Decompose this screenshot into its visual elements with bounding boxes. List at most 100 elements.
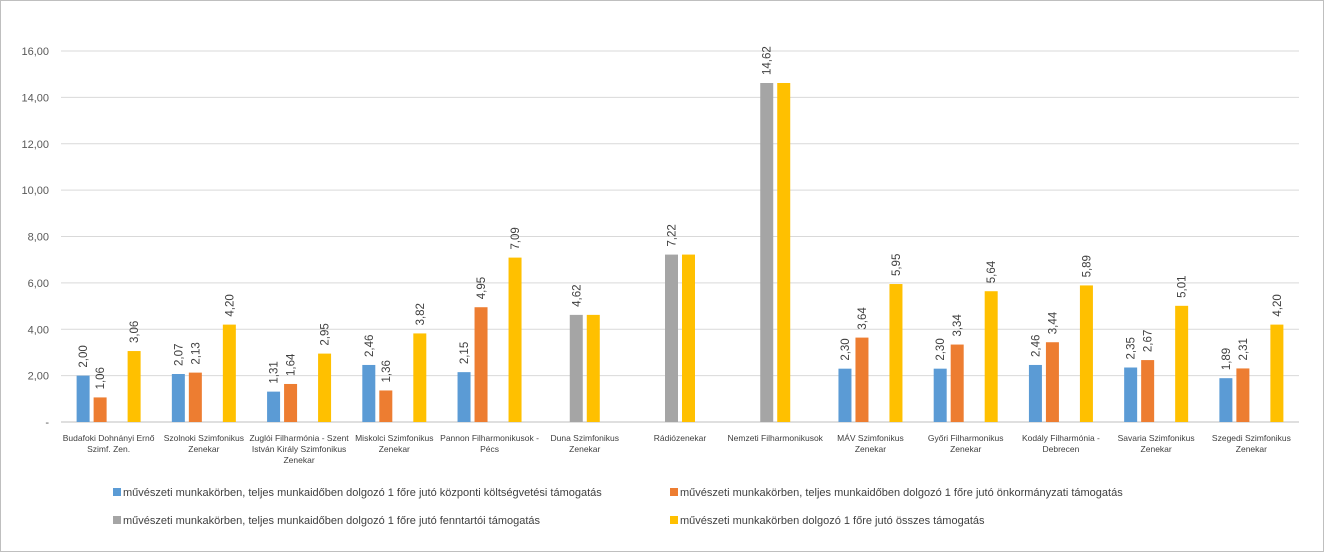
y-tick-label: 10,00	[21, 185, 49, 197]
bar	[760, 83, 773, 422]
bar	[1219, 378, 1232, 422]
bar	[951, 345, 964, 422]
bar	[413, 333, 426, 422]
bar	[1029, 365, 1042, 422]
data-label: 14,62	[762, 46, 774, 75]
data-label: 3,34	[952, 314, 964, 337]
data-label: 3,64	[857, 307, 869, 330]
bar	[1270, 325, 1283, 422]
category-label: Kodály Filharmónia -Debrecen	[1022, 433, 1100, 454]
data-label: 2,46	[364, 335, 376, 357]
legend: művészeti munkakörben, teljes munkaidőbe…	[113, 487, 1123, 527]
bar	[889, 284, 902, 422]
data-label: 2,15	[459, 342, 471, 364]
category-label: MÁV Szimfonikus Zenekar	[837, 433, 904, 454]
bar	[934, 369, 947, 422]
data-label: 2,46	[1030, 335, 1042, 357]
data-label: 2,07	[173, 344, 185, 366]
legend-swatch	[670, 488, 678, 496]
bar	[1141, 360, 1154, 422]
bar	[379, 390, 392, 422]
y-tick-label: 4,00	[28, 324, 49, 336]
data-label: 2,13	[190, 342, 202, 364]
bar	[284, 384, 297, 422]
bar	[838, 369, 851, 422]
bar	[475, 307, 488, 422]
bar	[362, 365, 375, 422]
bar	[267, 392, 280, 422]
data-label: 3,44	[1047, 311, 1059, 334]
category-label: Savaria Szimfonikus Zenekar	[1118, 433, 1195, 454]
category-label: Pannon Filharmonikusok -Pécs	[440, 433, 539, 454]
category-label: Szolnoki Szimfonikus Zenekar	[164, 433, 244, 454]
data-label: 4,20	[224, 294, 236, 316]
bar	[985, 291, 998, 422]
data-label: 1,06	[95, 367, 107, 389]
bar	[1080, 285, 1093, 422]
category-label: Rádiózenekar	[654, 433, 707, 443]
gridlines	[61, 51, 1299, 422]
category-label: Nemzeti Filharmonikusok	[728, 433, 824, 443]
category-label: Miskolci Szimfonikus Zenekar	[355, 433, 433, 454]
y-tick-label: 6,00	[28, 278, 49, 290]
legend-swatch	[113, 516, 121, 524]
bar	[509, 258, 522, 422]
y-tick-label: 16,00	[21, 46, 49, 58]
data-label: 5,89	[1081, 255, 1093, 277]
bar	[223, 325, 236, 422]
data-label: 1,36	[381, 360, 393, 382]
data-label: 1,89	[1221, 348, 1233, 370]
data-label: 4,20	[1272, 294, 1284, 316]
bar	[777, 83, 790, 422]
category-label: Győri Filharmonikus Zenekar	[928, 433, 1004, 454]
bar	[587, 315, 600, 422]
bar	[1175, 306, 1188, 422]
y-tick-label: 2,00	[28, 371, 49, 383]
y-tick-label: 14,00	[21, 92, 49, 104]
bar	[94, 397, 107, 422]
data-label: 2,67	[1143, 330, 1155, 352]
data-label: 7,09	[510, 227, 522, 249]
bar	[318, 354, 331, 422]
category-label: Budafoki Dohnányi Ernő Szimf. Zen.	[63, 433, 155, 454]
y-tick-label: 12,00	[21, 139, 49, 151]
bars	[77, 83, 1284, 422]
data-label: 1,64	[286, 353, 298, 376]
legend-entry: művészeti munkakörben, teljes munkaidőbe…	[123, 515, 541, 527]
bar	[77, 376, 90, 422]
legend-entry: művészeti munkakörben dolgozó 1 főre jut…	[680, 515, 985, 527]
data-label: 4,62	[571, 284, 583, 306]
y-axis-ticks: - 2,00 4,00 6,00 8,00 10,00 12,00 14,00 16,00	[21, 46, 49, 429]
bar	[189, 373, 202, 422]
bar	[1236, 368, 1249, 422]
data-label: 5,01	[1177, 275, 1189, 297]
data-label: 2,31	[1238, 338, 1250, 360]
bar	[1124, 368, 1137, 422]
legend-swatch	[113, 488, 121, 496]
bar	[172, 374, 185, 422]
bar	[128, 351, 141, 422]
bar	[458, 372, 471, 422]
data-label: 5,64	[986, 260, 998, 283]
data-label: 5,95	[891, 254, 903, 276]
data-label: 2,35	[1126, 337, 1138, 359]
legend-entry: művészeti munkakörben, teljes munkaidőbe…	[123, 487, 602, 499]
data-label: 2,95	[320, 323, 332, 345]
category-label: Szegedi Szimfonikus Zenekar	[1212, 433, 1291, 454]
data-label: 3,82	[415, 303, 427, 325]
data-label: 2,30	[935, 338, 947, 360]
data-label: 4,95	[476, 277, 488, 299]
data-label: 1,31	[269, 361, 281, 383]
y-tick-label: -	[45, 417, 49, 429]
legend-swatch	[670, 516, 678, 524]
data-label: 3,06	[129, 321, 141, 343]
bar	[855, 338, 868, 422]
data-label: 2,30	[840, 338, 852, 360]
data-label: 2,00	[78, 345, 90, 367]
y-tick-label: 8,00	[28, 232, 49, 244]
category-label: Duna Szimfonikus Zenekar	[551, 433, 620, 454]
category-labels: Budafoki Dohnányi Ernő Szimf. Zen. Szolnok…	[63, 433, 1291, 465]
bar	[665, 255, 678, 422]
